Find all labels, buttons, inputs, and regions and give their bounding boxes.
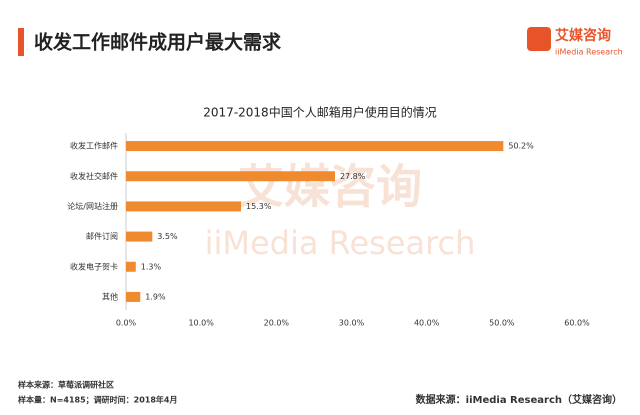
- value-label: 3.5%: [157, 232, 178, 241]
- x-tick-label: 30.0%: [339, 319, 365, 328]
- y-tick-label: 收发社交邮件: [70, 171, 118, 181]
- logo-cn: 艾媒咨询: [555, 27, 611, 44]
- title-accent: [18, 28, 24, 56]
- bar: [126, 171, 335, 182]
- y-tick-label: 收发电子贺卡: [70, 261, 118, 271]
- bar: [126, 141, 504, 152]
- logo-en: iiMedia Research: [555, 48, 623, 57]
- value-label: 1.9%: [145, 292, 166, 301]
- x-tick-label: 40.0%: [414, 319, 440, 328]
- value-label: 1.3%: [141, 262, 162, 271]
- chart-title: 2017-2018中国个人邮箱用户使用目的情况: [203, 105, 436, 120]
- x-tick-label: 10.0%: [188, 319, 214, 328]
- bar: [126, 201, 242, 212]
- bar: [126, 291, 141, 302]
- y-tick-label: 论坛/网站注册: [67, 201, 118, 211]
- sample-size: 样本量：N=4185；调研时间：2018年4月: [18, 395, 178, 406]
- y-tick-label: 收发工作邮件: [70, 141, 118, 151]
- x-tick-label: 20.0%: [264, 319, 290, 328]
- value-label: 15.3%: [246, 202, 272, 211]
- watermark-cn: 艾媒咨询: [238, 160, 422, 214]
- x-tick-label: 0.0%: [116, 319, 137, 328]
- watermark-en: iiMedia Research: [205, 224, 476, 262]
- value-label: 50.2%: [508, 142, 534, 151]
- x-tick-label: 50.0%: [489, 319, 515, 328]
- logo-icon: [527, 27, 551, 51]
- page-title: 收发工作邮件成用户最大需求: [34, 31, 282, 54]
- value-label: 27.8%: [340, 172, 366, 181]
- y-tick-label: 其他: [102, 291, 118, 301]
- bar: [126, 261, 136, 272]
- data-source: 数据来源：iiMedia Research（艾媒咨询）: [416, 393, 622, 406]
- bar: [126, 231, 153, 242]
- sample-source: 样本来源：草莓派调研社区: [18, 380, 114, 390]
- y-tick-label: 邮件订阅: [86, 231, 118, 241]
- x-tick-label: 60.0%: [564, 319, 590, 328]
